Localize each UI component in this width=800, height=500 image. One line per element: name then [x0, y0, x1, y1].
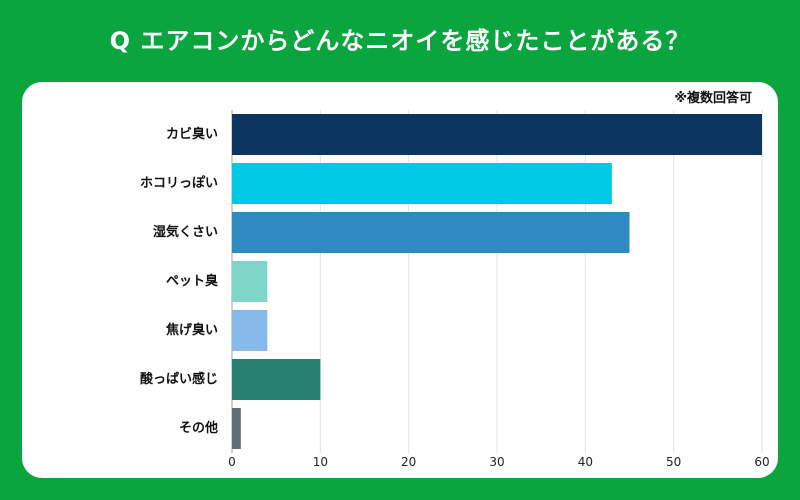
category-label: カビ臭い — [166, 126, 218, 142]
x-tick-label: 60 — [754, 455, 769, 469]
category-label: 焦げ臭い — [165, 322, 218, 338]
chart-title: Q エアコンからどんなニオイを感じたことがある？ — [109, 27, 691, 55]
category-label: 酸っぱい感じ — [140, 371, 218, 387]
category-label: その他 — [179, 420, 218, 436]
bar — [232, 261, 268, 302]
x-tick-label: 50 — [666, 455, 681, 469]
bar — [232, 163, 612, 204]
chart-panel: ※複数回答可 カビ臭いホコリっぽい湿気くさいペット臭焦げ臭い酸っぱい感じその他 0… — [22, 82, 778, 478]
x-tick-label: 10 — [313, 455, 328, 469]
bar — [232, 212, 630, 253]
bar — [232, 359, 321, 400]
x-tick-label: 30 — [489, 455, 504, 469]
category-label: ホコリっぽい — [140, 175, 218, 191]
bar — [232, 310, 268, 351]
x-tick-label: 20 — [401, 455, 416, 469]
multiple-answer-note: ※複数回答可 — [674, 91, 752, 106]
bar — [232, 408, 241, 449]
category-label: 湿気くさい — [153, 224, 218, 240]
category-label: ペット臭 — [166, 273, 218, 289]
bar — [232, 114, 762, 155]
x-tick-label: 0 — [228, 455, 236, 469]
x-tick-label: 40 — [578, 455, 593, 469]
